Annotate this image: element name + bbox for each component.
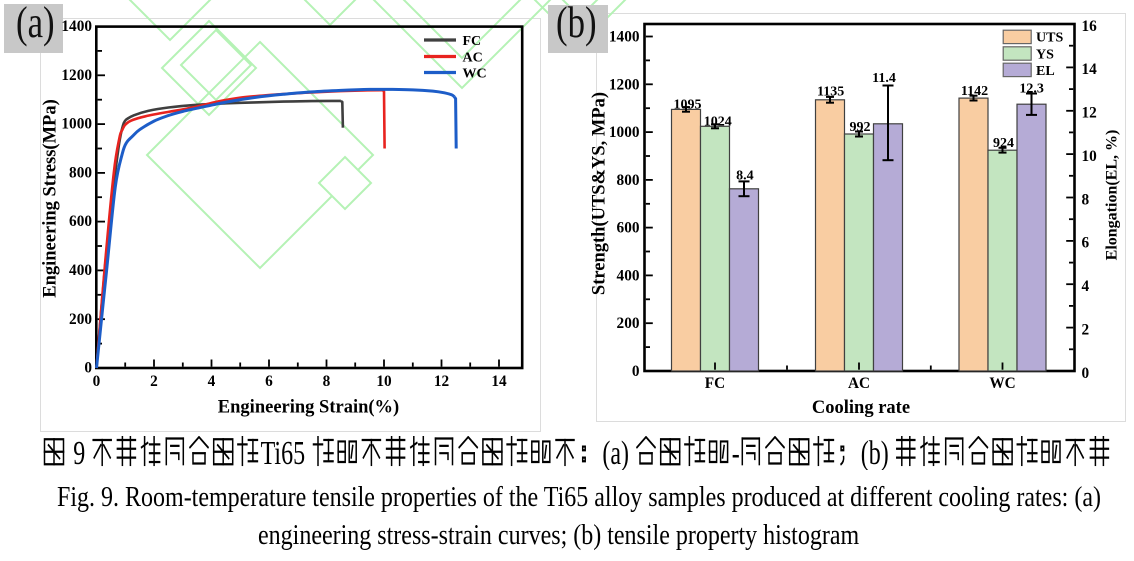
svg-text:200: 200 bbox=[617, 315, 640, 332]
svg-text:Cooling rate: Cooling rate bbox=[812, 398, 910, 418]
svg-text:FC: FC bbox=[463, 34, 482, 49]
svg-text:8: 8 bbox=[323, 373, 331, 390]
svg-text:800: 800 bbox=[617, 172, 640, 189]
svg-text:WC: WC bbox=[989, 375, 1015, 392]
svg-text:6: 6 bbox=[265, 373, 273, 390]
svg-text:AC: AC bbox=[848, 375, 870, 392]
svg-text:2: 2 bbox=[1082, 321, 1090, 338]
svg-text:1095: 1095 bbox=[674, 98, 702, 113]
svg-text:4: 4 bbox=[1082, 278, 1090, 295]
svg-text:1400: 1400 bbox=[609, 29, 640, 46]
svg-text:(a): (a) bbox=[602, 436, 629, 470]
svg-text:16: 16 bbox=[1082, 18, 1098, 35]
svg-text:8: 8 bbox=[1082, 191, 1090, 208]
svg-text:EL: EL bbox=[1036, 64, 1055, 79]
svg-text:600: 600 bbox=[617, 220, 640, 237]
svg-text:0: 0 bbox=[632, 363, 640, 380]
svg-text:10: 10 bbox=[376, 373, 392, 390]
svg-text:Elongation(EL, %): Elongation(EL, %) bbox=[1104, 130, 1121, 261]
svg-text:12: 12 bbox=[1082, 105, 1097, 122]
svg-text:0: 0 bbox=[1082, 365, 1090, 382]
svg-text:11.4: 11.4 bbox=[872, 71, 896, 86]
svg-text:1000: 1000 bbox=[609, 124, 640, 141]
svg-text:400: 400 bbox=[69, 262, 92, 279]
svg-text:6: 6 bbox=[1082, 235, 1090, 252]
svg-text:1000: 1000 bbox=[61, 116, 92, 133]
svg-text:14: 14 bbox=[491, 373, 507, 390]
svg-text:FC: FC bbox=[705, 375, 725, 392]
svg-text:1200: 1200 bbox=[61, 67, 92, 84]
svg-text:1400: 1400 bbox=[61, 18, 92, 35]
svg-text:Ti65: Ti65 bbox=[261, 436, 305, 470]
svg-text:1135: 1135 bbox=[817, 85, 844, 100]
svg-text:600: 600 bbox=[69, 213, 92, 230]
svg-text:800: 800 bbox=[69, 165, 92, 182]
svg-text:992: 992 bbox=[850, 120, 871, 135]
svg-text:UTS: UTS bbox=[1036, 31, 1063, 46]
svg-text:Engineering Strain(%): Engineering Strain(%) bbox=[218, 398, 399, 418]
svg-text:AC: AC bbox=[463, 50, 483, 65]
svg-text:924: 924 bbox=[993, 136, 1014, 151]
svg-text:1200: 1200 bbox=[609, 76, 640, 93]
svg-text:10: 10 bbox=[1082, 148, 1098, 165]
svg-text:200: 200 bbox=[69, 311, 92, 328]
svg-text:12: 12 bbox=[434, 373, 449, 390]
svg-text:2: 2 bbox=[150, 373, 158, 390]
svg-text:1024: 1024 bbox=[704, 115, 732, 130]
svg-text:0: 0 bbox=[93, 373, 101, 390]
svg-text:8.4: 8.4 bbox=[736, 168, 754, 183]
svg-text:4: 4 bbox=[208, 373, 216, 390]
svg-text:-: - bbox=[732, 436, 740, 470]
svg-text:YS: YS bbox=[1036, 47, 1054, 62]
svg-text:WC: WC bbox=[463, 66, 487, 81]
svg-text:12.3: 12.3 bbox=[1019, 82, 1044, 97]
svg-text:400: 400 bbox=[617, 267, 640, 284]
svg-text:1142: 1142 bbox=[961, 84, 988, 99]
svg-text:Engineering Stress(MPa): Engineering Stress(MPa) bbox=[41, 99, 61, 298]
svg-text:Strength(UTS&YS, MPa): Strength(UTS&YS, MPa) bbox=[590, 92, 610, 295]
svg-text:0: 0 bbox=[84, 360, 92, 377]
svg-text:(b): (b) bbox=[861, 436, 889, 470]
svg-text:14: 14 bbox=[1082, 61, 1098, 78]
svg-text:9: 9 bbox=[73, 436, 85, 470]
